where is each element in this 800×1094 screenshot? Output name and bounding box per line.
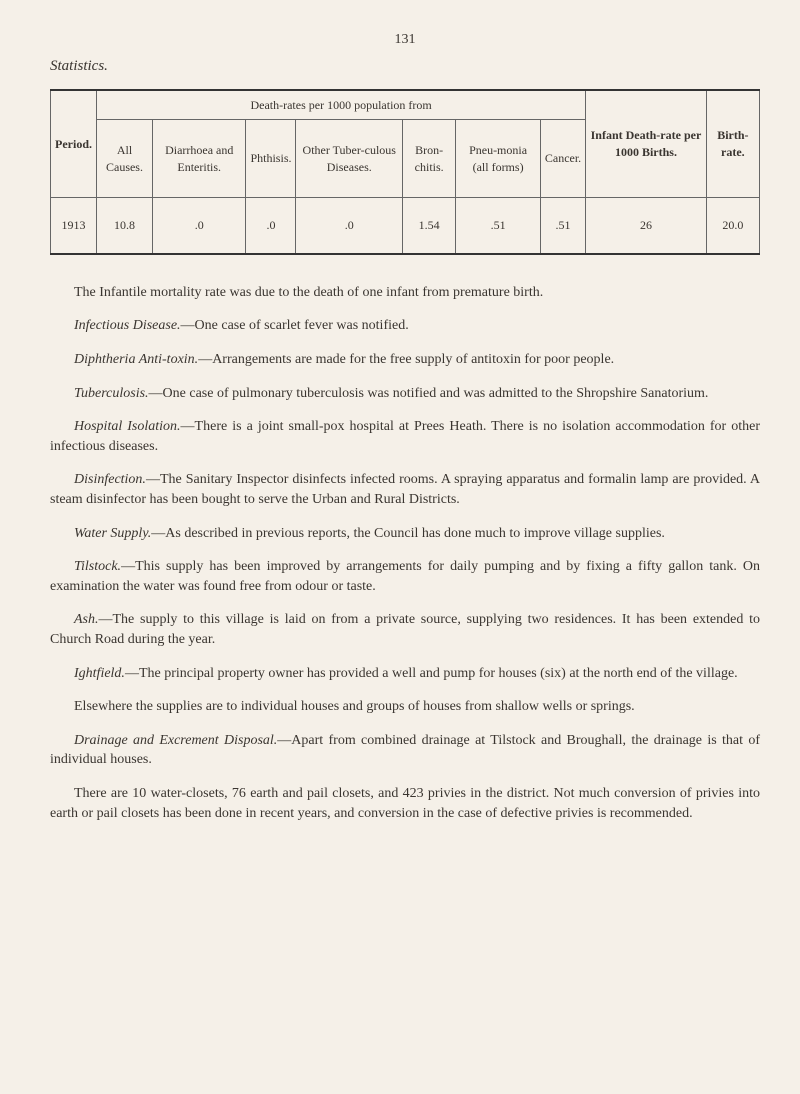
cell-period: 1913 — [51, 198, 97, 254]
paragraph-infantile: The Infantile mortality rate was due to … — [50, 283, 760, 303]
cell-phthisis: .0 — [246, 198, 296, 254]
paragraph-diphtheria: Diphtheria Anti-toxin.—Arrangements are … — [50, 350, 760, 370]
col-diarrhoea: Diarrhoea and Enteritis. — [152, 120, 245, 198]
col-infant-death: Infant Death-rate per 1000 Births. — [586, 90, 707, 198]
body-water: —As described in previous reports, the C… — [151, 526, 665, 541]
paragraph-tilstock: Tilstock.—This supply has been improved … — [50, 557, 760, 596]
lead-hospital: Hospital Isolation. — [74, 419, 181, 434]
lead-tilstock: Tilstock. — [74, 559, 121, 574]
cell-other-tuber: .0 — [296, 198, 403, 254]
col-cancer: Cancer. — [540, 120, 585, 198]
lead-diphtheria: Diphtheria Anti-toxin. — [74, 352, 198, 367]
lead-drainage: Drainage and Excrement Disposal. — [74, 733, 277, 748]
body-text-container: The Infantile mortality rate was due to … — [50, 283, 760, 823]
col-pneumonia: Pneu-monia (all forms) — [456, 120, 541, 198]
lead-tuberculosis: Tuberculosis. — [74, 386, 149, 401]
lead-ash: Ash. — [74, 612, 99, 627]
body-disinfection: —The Sanitary Inspector disinfects infec… — [50, 472, 760, 507]
cell-cancer: .51 — [540, 198, 585, 254]
paragraph-water: Water Supply.—As described in previous r… — [50, 524, 760, 544]
col-period: Period. — [51, 90, 97, 198]
cell-birth-rate: 20.0 — [706, 198, 759, 254]
page-number: 131 — [50, 30, 760, 50]
table-super-header: Death-rates per 1000 population from — [97, 90, 586, 120]
cell-pneumonia: .51 — [456, 198, 541, 254]
cell-bronchitis: 1.54 — [403, 198, 456, 254]
paragraph-drainage: Drainage and Excrement Disposal.—Apart f… — [50, 731, 760, 770]
body-ightfield: —The principal property owner has provid… — [125, 666, 738, 681]
col-birth-rate: Birth-rate. — [706, 90, 759, 198]
body-diphtheria: —Arrangements are made for the free supp… — [198, 352, 614, 367]
col-other-tuber: Other Tuber-culous Diseases. — [296, 120, 403, 198]
lead-disinfection: Disinfection. — [74, 472, 146, 487]
body-tuberculosis: —One case of pulmonary tuberculosis was … — [149, 386, 709, 401]
cell-all-causes: 10.8 — [97, 198, 153, 254]
paragraph-tuberculosis: Tuberculosis.—One case of pulmonary tube… — [50, 384, 760, 404]
lead-infectious: Infectious Disease. — [74, 318, 181, 333]
section-header: Statistics. — [50, 56, 760, 77]
paragraph-ash: Ash.—The supply to this village is laid … — [50, 610, 760, 649]
cell-infant-death: 26 — [586, 198, 707, 254]
cell-diarrhoea: .0 — [152, 198, 245, 254]
body-tilstock: —This supply has been improved by arrang… — [50, 559, 760, 594]
paragraph-drainage-extra: There are 10 water-closets, 76 earth and… — [50, 784, 760, 823]
paragraph-hospital: Hospital Isolation.—There is a joint sma… — [50, 417, 760, 456]
statistics-table: Period. Death-rates per 1000 population … — [50, 89, 760, 255]
table-row: 1913 10.8 .0 .0 .0 1.54 .51 .51 26 20.0 — [51, 198, 760, 254]
lead-water: Water Supply. — [74, 526, 151, 541]
col-all-causes: All Causes. — [97, 120, 153, 198]
paragraph-infectious: Infectious Disease.—One case of scarlet … — [50, 316, 760, 336]
paragraph-disinfection: Disinfection.—The Sanitary Inspector dis… — [50, 470, 760, 509]
col-bronchitis: Bron-chitis. — [403, 120, 456, 198]
body-ash: —The supply to this village is laid on f… — [50, 612, 760, 647]
paragraph-ightfield: Ightfield.—The principal property owner … — [50, 664, 760, 684]
body-infectious: —One case of scarlet fever was notified. — [181, 318, 409, 333]
paragraph-ightfield-extra: Elsewhere the supplies are to individual… — [50, 697, 760, 717]
lead-ightfield: Ightfield. — [74, 666, 125, 681]
col-phthisis: Phthisis. — [246, 120, 296, 198]
